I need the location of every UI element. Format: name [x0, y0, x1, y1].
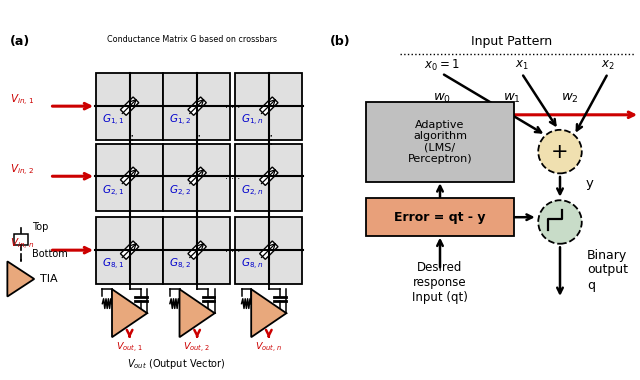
Text: $x_1$: $x_1$: [515, 59, 529, 72]
Bar: [96, 144, 163, 211]
Circle shape: [538, 200, 582, 244]
FancyBboxPatch shape: [260, 167, 278, 185]
Bar: [163, 144, 230, 211]
Text: $\vdots$: $\vdots$: [125, 133, 134, 147]
Text: $V_{out,\,n}$: $V_{out,\,n}$: [255, 340, 283, 354]
Text: $V_{in,\,n}$: $V_{in,\,n}$: [10, 237, 35, 252]
Text: $G_{1,2}$: $G_{1,2}$: [169, 113, 191, 128]
Text: +: +: [551, 142, 569, 162]
Text: . . .: . . .: [225, 171, 241, 180]
Text: y: y: [586, 177, 593, 190]
Text: $G_{8,n}$: $G_{8,n}$: [241, 257, 264, 272]
Text: Conductance Matrix G based on crossbars: Conductance Matrix G based on crossbars: [107, 35, 277, 44]
Text: $x_0=1$: $x_0=1$: [424, 58, 460, 73]
Text: $\vdots$: $\vdots$: [264, 133, 273, 147]
Text: (a): (a): [10, 35, 30, 48]
Polygon shape: [252, 289, 287, 337]
Text: $V_{in,\,1}$: $V_{in,\,1}$: [10, 93, 34, 108]
Text: Input Pattern: Input Pattern: [472, 35, 552, 48]
FancyBboxPatch shape: [14, 234, 28, 245]
Text: . . .: . . .: [226, 244, 240, 253]
Text: Adaptive
algorithm
(LMS/
Perceptron): Adaptive algorithm (LMS/ Perceptron): [408, 120, 472, 165]
Bar: [163, 73, 230, 140]
Bar: [96, 73, 163, 140]
Text: $V_{in,\,2}$: $V_{in,\,2}$: [10, 163, 34, 178]
Text: $G_{1,n}$: $G_{1,n}$: [241, 113, 264, 128]
Text: $G_{2,1}$: $G_{2,1}$: [102, 184, 124, 198]
Text: Error = qt - y: Error = qt - y: [394, 211, 486, 224]
Bar: [236, 217, 302, 284]
Text: $w_2$: $w_2$: [561, 92, 579, 105]
FancyBboxPatch shape: [188, 167, 206, 185]
Text: $x_2$: $x_2$: [601, 59, 615, 72]
Text: . . .: . . .: [226, 170, 240, 179]
Text: $G_{2,2}$: $G_{2,2}$: [169, 184, 191, 198]
Bar: [96, 217, 163, 284]
Text: $G_{2,n}$: $G_{2,n}$: [241, 184, 264, 198]
Bar: [163, 217, 230, 284]
FancyBboxPatch shape: [120, 241, 139, 259]
Text: Desired
response
Input (qt): Desired response Input (qt): [412, 261, 468, 304]
Text: Bottom: Bottom: [32, 249, 68, 259]
Circle shape: [538, 130, 582, 173]
FancyBboxPatch shape: [366, 102, 514, 182]
Polygon shape: [8, 261, 35, 296]
Text: $\vdots$: $\vdots$: [193, 133, 201, 147]
Text: Binary
output
q: Binary output q: [588, 249, 628, 291]
Text: $G_{1,1}$: $G_{1,1}$: [102, 113, 124, 128]
FancyBboxPatch shape: [188, 241, 206, 259]
Text: $V_{out}$ (Output Vector): $V_{out}$ (Output Vector): [127, 357, 225, 371]
Polygon shape: [179, 289, 215, 337]
Text: $V_{out,\,2}$: $V_{out,\,2}$: [184, 340, 211, 354]
Bar: [236, 144, 302, 211]
Text: (b): (b): [330, 35, 350, 48]
Text: $w_1$: $w_1$: [503, 92, 521, 105]
Bar: [236, 73, 302, 140]
FancyBboxPatch shape: [120, 167, 139, 185]
FancyBboxPatch shape: [260, 97, 278, 116]
Text: $G_{8,1}$: $G_{8,1}$: [102, 257, 124, 272]
FancyBboxPatch shape: [188, 97, 206, 116]
Text: . . .: . . .: [226, 100, 240, 109]
Text: . . .: . . .: [225, 244, 241, 254]
Text: Top: Top: [32, 222, 49, 232]
Polygon shape: [112, 289, 147, 337]
FancyBboxPatch shape: [260, 241, 278, 259]
Text: $w_0$: $w_0$: [433, 92, 451, 105]
FancyBboxPatch shape: [366, 198, 514, 236]
Text: $V_{out,\,1}$: $V_{out,\,1}$: [116, 340, 143, 354]
Text: $G_{8,2}$: $G_{8,2}$: [169, 257, 191, 272]
Text: TIA: TIA: [40, 274, 58, 284]
Text: . . .: . . .: [225, 100, 241, 110]
FancyBboxPatch shape: [120, 97, 139, 116]
